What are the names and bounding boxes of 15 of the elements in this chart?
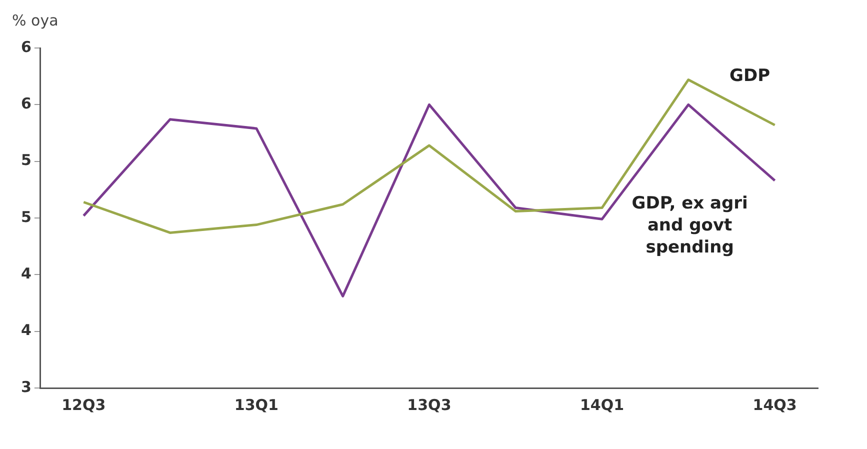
x-tick-label: 13Q1: [234, 396, 278, 414]
x-tick-label: 14Q3: [752, 396, 797, 414]
y-tick-label: 5: [21, 208, 32, 226]
series-label: GDP, ex agri and govt spending: [632, 194, 748, 258]
series-label: GDP: [730, 66, 770, 86]
y-tick-label: 4: [21, 321, 32, 340]
y-tick-label: 4: [21, 264, 32, 283]
x-tick-label: 13Q3: [407, 396, 452, 414]
y-tick-label: 3: [21, 378, 32, 396]
y-tick-label: 6: [21, 94, 32, 113]
x-tick-label: 14Q1: [580, 396, 624, 414]
y-tick-label: 5: [21, 151, 32, 170]
y-axis-title: % oya: [12, 11, 58, 30]
x-tick-label: 12Q3: [62, 396, 106, 414]
y-tick-label: 6: [21, 38, 32, 56]
